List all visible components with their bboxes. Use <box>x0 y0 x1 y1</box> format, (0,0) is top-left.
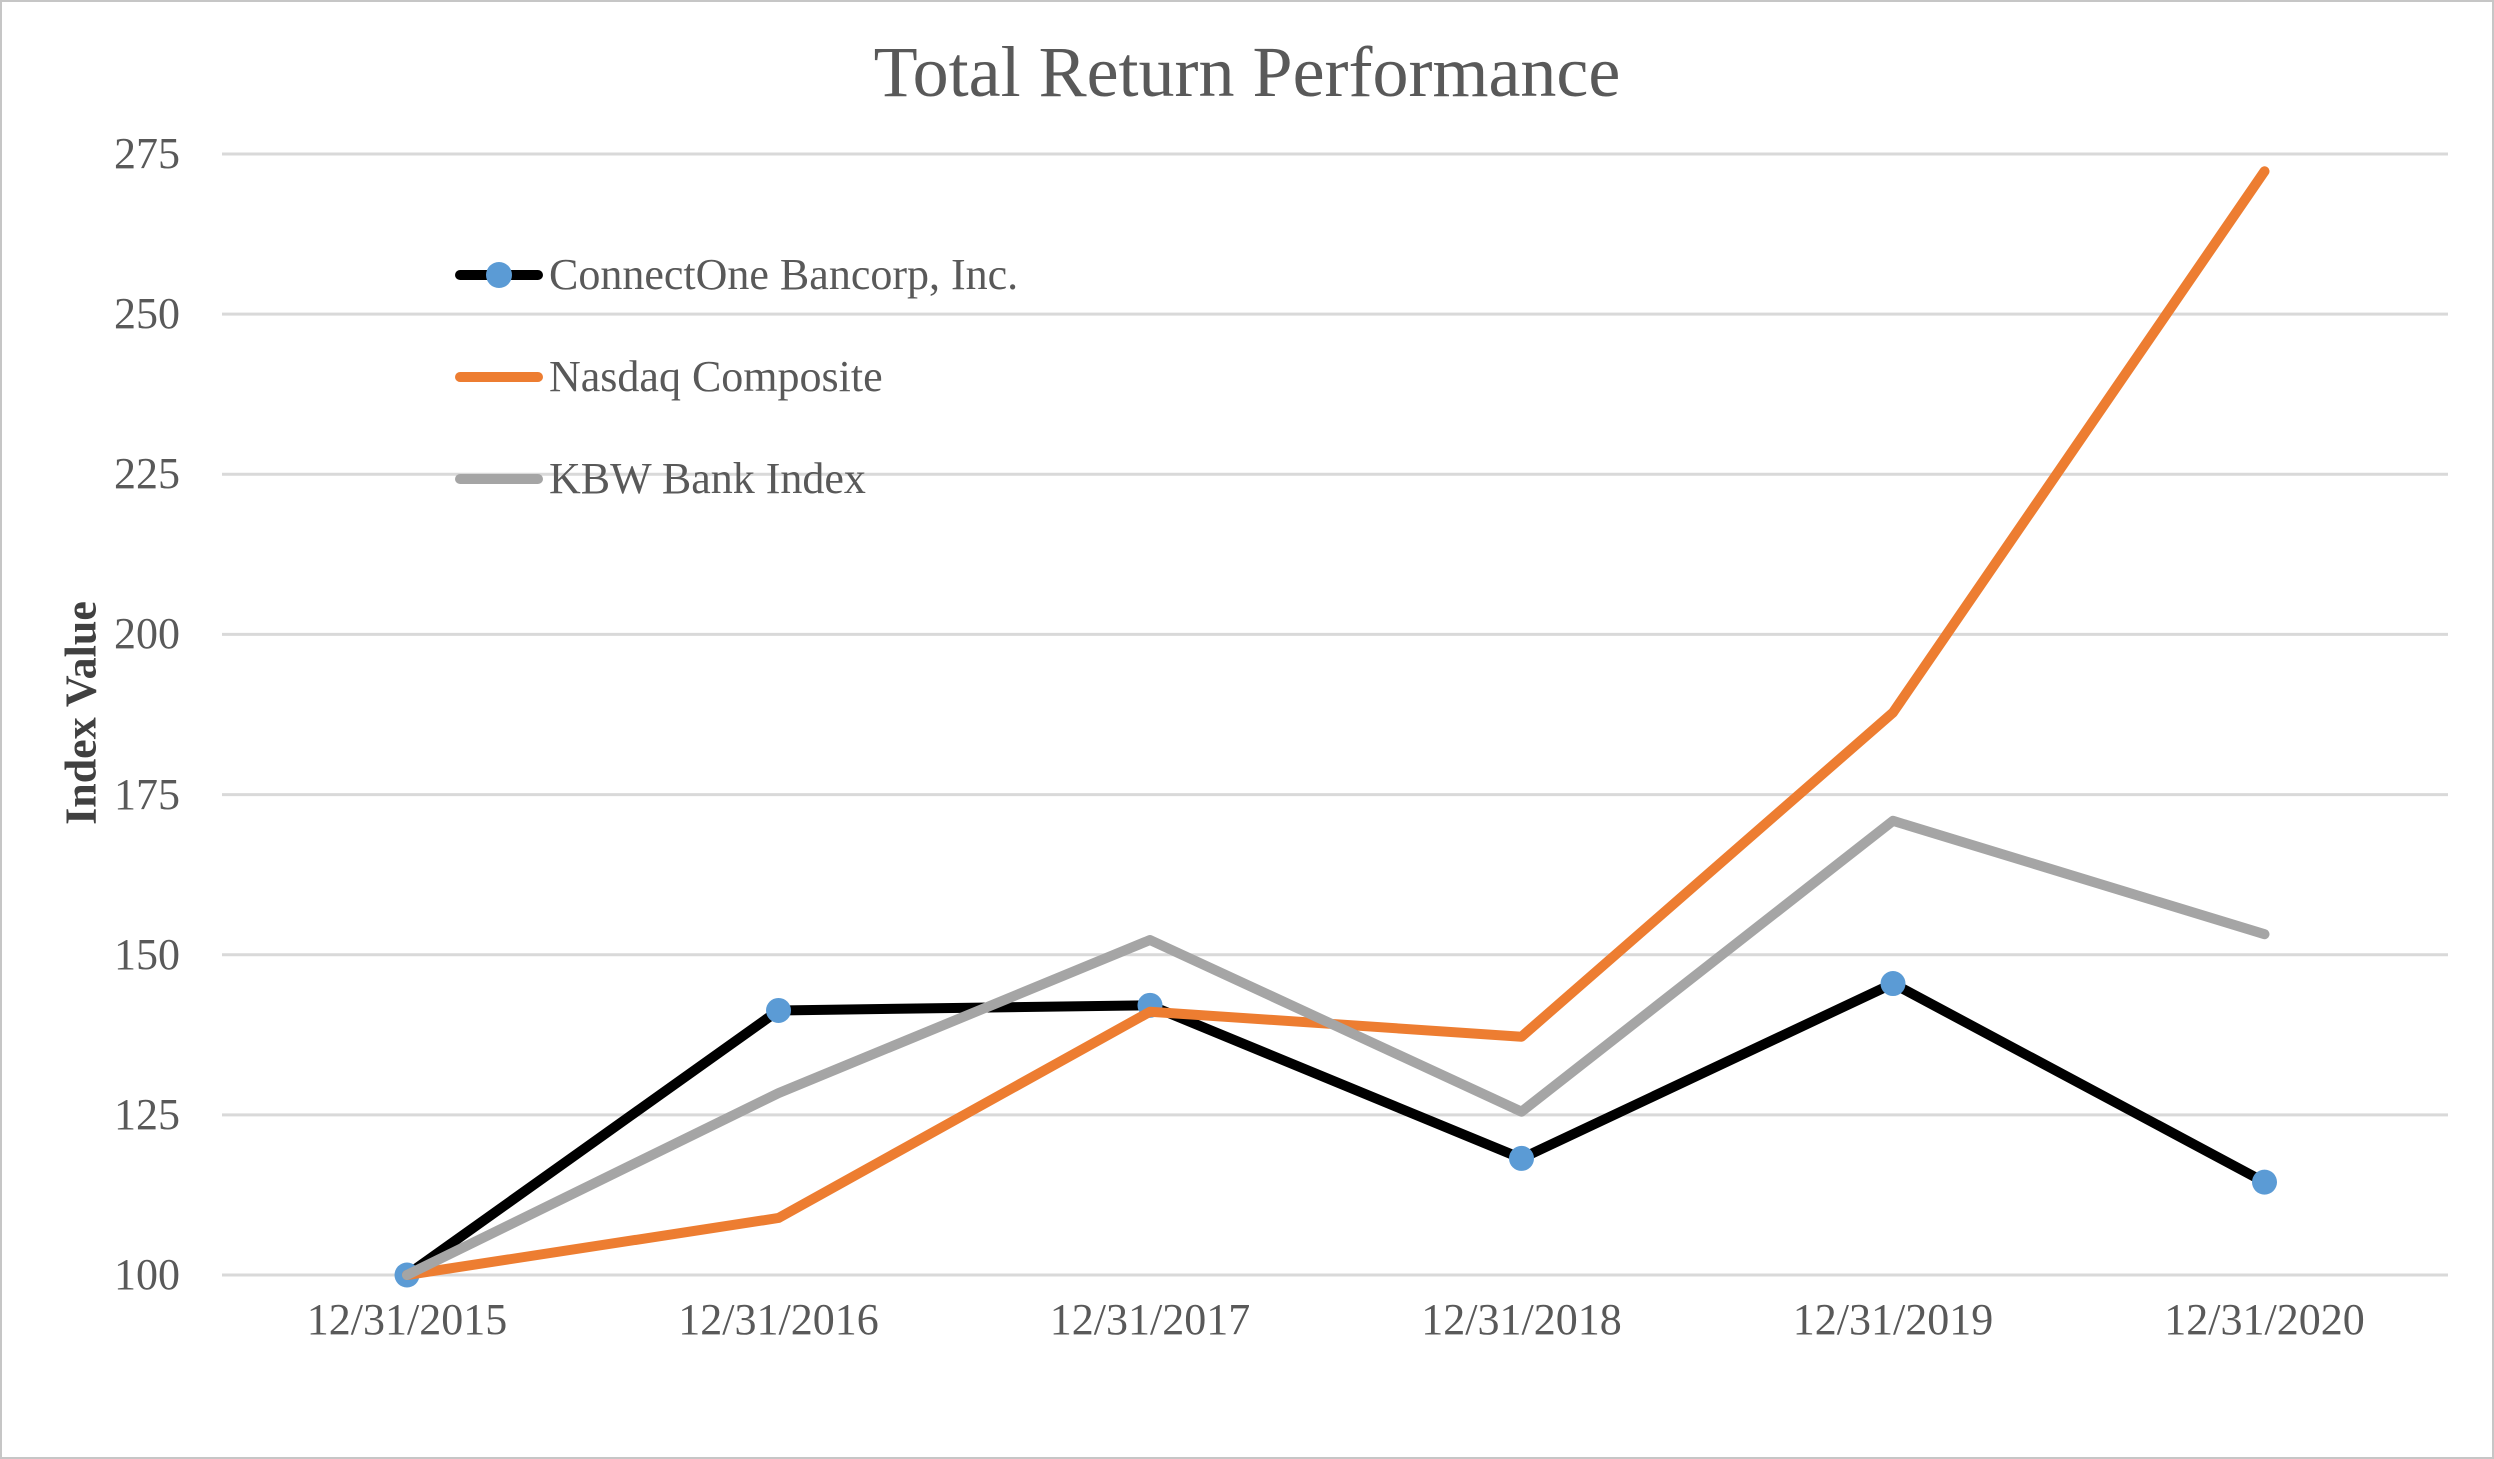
y-tick-label: 100 <box>114 1250 180 1299</box>
connectone-line-swatch <box>455 262 543 288</box>
data-point-marker <box>1880 971 1906 997</box>
legend-label-nasdaq: Nasdaq Composite <box>549 352 883 401</box>
y-tick-label: 250 <box>114 289 180 339</box>
y-tick-label: 125 <box>114 1089 180 1139</box>
series-line-1 <box>402 166 2270 1280</box>
chart-title: Total Return Performance <box>873 32 1621 112</box>
x-axis-label: 12/31/2020 <box>2164 1295 2365 1344</box>
x-axis-label: 12/31/2017 <box>1049 1295 1251 1344</box>
series-line-0 <box>402 978 2270 1280</box>
data-point-marker <box>766 997 791 1023</box>
data-point-marker <box>2252 1169 2277 1195</box>
legend-label-connectone: ConnectOne Bancorp, Inc. <box>549 250 1019 299</box>
y-tick-label: 225 <box>114 449 180 499</box>
y-tick-label: 175 <box>114 769 180 819</box>
x-axis-label: 12/31/2019 <box>1792 1295 1994 1344</box>
y-tick-label: 150 <box>114 929 180 979</box>
legend-label-kbw: KBW Bank Index <box>549 454 866 503</box>
series-line-2 <box>402 815 2270 1280</box>
x-axis-label: 12/31/2015 <box>306 1295 508 1344</box>
x-axis-label: 12/31/2016 <box>678 1295 879 1344</box>
kbw-line-swatch <box>455 474 543 484</box>
y-tick-label: 200 <box>114 609 180 659</box>
legend-item-connectone: ConnectOne Bancorp, Inc. <box>455 245 1018 305</box>
y-tick-label: 275 <box>114 129 180 178</box>
x-axis-label: 12/31/2018 <box>1421 1295 1622 1344</box>
legend-item-nasdaq: Nasdaq Composite <box>455 347 883 407</box>
connectone-marker-icon <box>486 262 512 288</box>
legend-item-kbw: KBW Bank Index <box>455 449 866 509</box>
nasdaq-line-swatch <box>455 372 543 382</box>
data-point-marker <box>1509 1145 1534 1171</box>
